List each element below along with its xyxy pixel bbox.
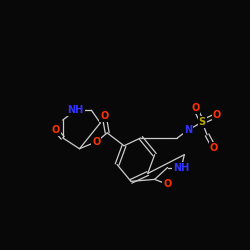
Text: O: O bbox=[164, 179, 172, 189]
Text: N: N bbox=[184, 125, 192, 135]
Text: O: O bbox=[92, 137, 100, 147]
Text: O: O bbox=[100, 111, 108, 121]
Text: O: O bbox=[191, 103, 199, 113]
Text: S: S bbox=[198, 117, 206, 127]
Text: O: O bbox=[210, 143, 218, 153]
Text: NH: NH bbox=[68, 105, 84, 115]
Text: O: O bbox=[213, 110, 221, 120]
Text: O: O bbox=[52, 125, 60, 135]
Text: NH: NH bbox=[173, 162, 190, 172]
